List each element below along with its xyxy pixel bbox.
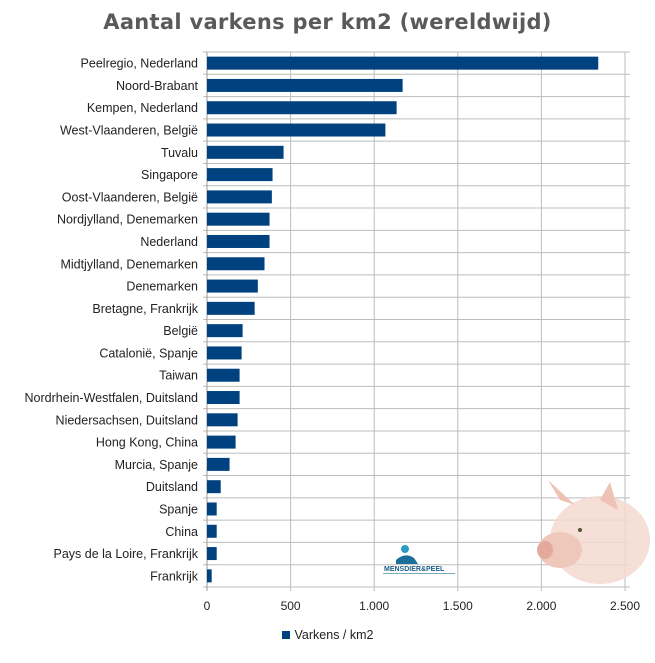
- category-label: Spanje: [159, 502, 198, 516]
- pig-image: [537, 480, 650, 584]
- x-tick-label: 1.000: [359, 599, 389, 613]
- category-label: Nederland: [140, 235, 198, 249]
- category-label: Oost-Vlaanderen, België: [62, 190, 198, 204]
- mensdierpeel-logo: MENSDIER&PEEL: [383, 545, 455, 574]
- svg-text:MENSDIER&PEEL: MENSDIER&PEEL: [384, 566, 445, 573]
- category-label: Frankrijk: [150, 569, 199, 583]
- bar: [207, 257, 265, 271]
- category-label: België: [163, 324, 198, 338]
- bar: [207, 78, 403, 92]
- x-tick-label: 500: [281, 599, 301, 613]
- x-tick-label: 2.500: [610, 599, 640, 613]
- category-label: Niedersachsen, Duitsland: [56, 413, 198, 427]
- bar: [207, 569, 212, 583]
- category-label: Catalonië, Spanje: [99, 346, 198, 360]
- chart-title: Aantal varkens per km2 (wereldwijd): [103, 10, 552, 34]
- bar: [207, 190, 272, 204]
- category-label: Pays de la Loire, Frankrijk: [53, 547, 198, 561]
- category-label: Tuvalu: [161, 146, 198, 160]
- bar: [207, 480, 221, 494]
- legend-label: Varkens / km2: [294, 628, 374, 642]
- bar: [207, 346, 242, 360]
- category-label: Hong Kong, China: [96, 436, 198, 450]
- category-label: Peelregio, Nederland: [81, 57, 198, 71]
- category-label: Noord-Brabant: [116, 79, 199, 93]
- bar: [207, 212, 270, 226]
- category-label: China: [165, 525, 198, 539]
- bar: [207, 457, 230, 471]
- category-label: West-Vlaanderen, België: [60, 124, 198, 138]
- category-label: Kempen, Nederland: [87, 101, 198, 115]
- bar: [207, 234, 270, 248]
- x-tick-label: 0: [204, 599, 211, 613]
- bar: [207, 324, 243, 338]
- x-tick-label: 1.500: [443, 599, 473, 613]
- category-label: Denemarken: [126, 280, 198, 294]
- bar: [207, 56, 599, 70]
- bar: [207, 391, 240, 405]
- bar: [207, 524, 217, 538]
- category-label: Nordrhein-Westfalen, Duitsland: [25, 391, 199, 405]
- x-tick-label: 2.000: [526, 599, 556, 613]
- bar: [207, 168, 273, 182]
- bar: [207, 123, 386, 137]
- bar: [207, 502, 217, 516]
- legend-swatch: [281, 631, 290, 639]
- bar: [207, 413, 238, 427]
- bar: [207, 145, 284, 159]
- bar: [207, 301, 255, 315]
- category-label: Duitsland: [146, 480, 198, 494]
- decoration: MENSDIER&PEEL: [383, 480, 650, 584]
- bar: [207, 435, 236, 449]
- category-label: Nordjylland, Denemarken: [57, 213, 198, 227]
- category-label: Taiwan: [159, 369, 198, 383]
- bar: [207, 547, 217, 561]
- bar: [207, 279, 258, 293]
- category-label: Murcia, Spanje: [115, 458, 198, 472]
- category-label: Bretagne, Frankrijk: [92, 302, 198, 316]
- legend: Varkens / km2: [0, 628, 655, 642]
- category-label: Midtjylland, Denemarken: [60, 257, 198, 271]
- category-label: Singapore: [141, 168, 198, 182]
- bar: [207, 368, 240, 382]
- bar: [207, 101, 397, 115]
